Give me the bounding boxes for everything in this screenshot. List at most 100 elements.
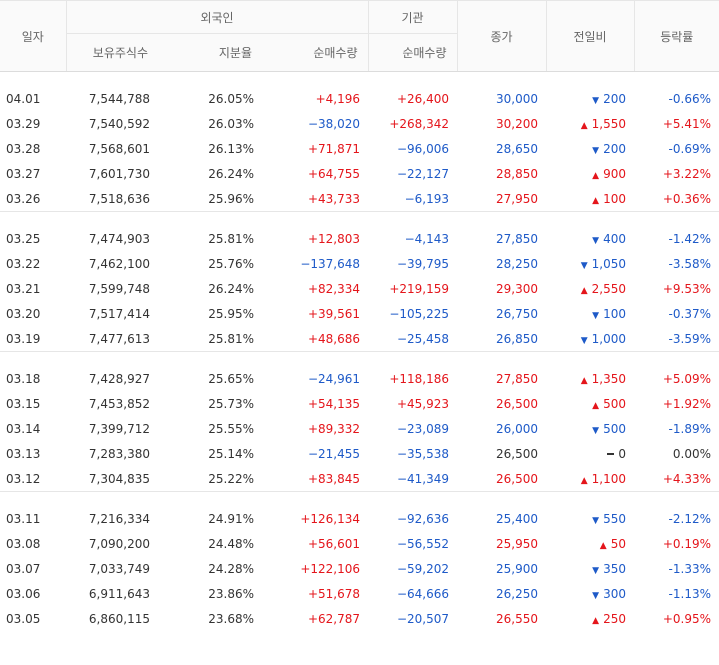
header-ratio: 지분율	[158, 33, 262, 72]
table-body: 04.01 7,544,788 26.05% +4,196 +26,400 30,000 ▼…	[0, 72, 719, 632]
foreign-net-cell: +64,755	[307, 166, 360, 181]
table-row: 03.22 7,462,100 25.76% −137,648 −39,795 28,25…	[0, 251, 719, 276]
change-cell: ▼ 350	[546, 556, 634, 581]
close-price-cell: 29,300	[496, 281, 538, 296]
close-price-cell: 26,000	[496, 421, 538, 436]
institution-net-cell: +118,186	[389, 371, 449, 386]
foreign-net-cell: +51,678	[307, 586, 360, 601]
down-arrow-icon: ▼	[592, 145, 600, 156]
ratio-cell: 25.73%	[208, 396, 254, 411]
up-arrow-icon: ▲	[599, 540, 607, 551]
holdings-cell: 7,090,200	[88, 536, 150, 551]
table-row: 03.11 7,216,334 24.91% +126,134 −92,636 25,40…	[0, 506, 719, 531]
rate-cell: +0.19%	[662, 536, 711, 551]
close-price-cell: 26,250	[496, 586, 538, 601]
foreign-net-cell: +83,845	[307, 471, 360, 486]
close-price-cell: 26,750	[496, 306, 538, 321]
holdings-cell: 7,033,749	[88, 561, 150, 576]
table-row: 03.19 7,477,613 25.81% +48,686 −25,458 26,850…	[0, 326, 719, 352]
close-price-cell: 27,850	[496, 371, 538, 386]
close-price-cell: 28,250	[496, 256, 538, 271]
ratio-cell: 25.22%	[208, 471, 254, 486]
date-cell: 03.11	[6, 511, 41, 526]
close-price-cell: 26,500	[496, 471, 538, 486]
change-cell: ▼ 300	[546, 581, 634, 606]
change-cell: ▼ 200	[546, 136, 634, 161]
table-row: 03.29 7,540,592 26.03% −38,020 +268,342 30,20…	[0, 111, 719, 136]
rate-cell: +9.53%	[662, 281, 711, 296]
holdings-cell: 7,216,334	[88, 511, 150, 526]
ratio-cell: 26.24%	[208, 281, 254, 296]
rate-cell: -0.66%	[668, 91, 711, 106]
ratio-cell: 26.24%	[208, 166, 254, 181]
institution-net-cell: +219,159	[389, 281, 449, 296]
change-cell: 0	[546, 441, 634, 466]
date-cell: 03.14	[6, 421, 41, 436]
ratio-cell: 24.28%	[208, 561, 254, 576]
down-arrow-icon: ▼	[592, 565, 600, 576]
change-value: 100	[603, 191, 626, 206]
foreign-net-cell: +39,561	[307, 306, 360, 321]
change-cell: ▲ 1,350	[546, 366, 634, 391]
foreign-net-cell: −24,961	[307, 371, 360, 386]
institution-net-cell: −41,349	[396, 471, 449, 486]
rate-cell: +5.41%	[662, 116, 711, 131]
ratio-cell: 24.91%	[208, 511, 254, 526]
holdings-cell: 7,453,852	[88, 396, 150, 411]
close-price-cell: 26,550	[496, 611, 538, 626]
institution-net-cell: +45,923	[396, 396, 449, 411]
down-arrow-icon: ▼	[592, 235, 600, 246]
holdings-cell: 7,474,903	[88, 231, 150, 246]
ratio-cell: 25.95%	[208, 306, 254, 321]
rate-cell: 0.00%	[672, 446, 711, 461]
date-cell: 03.22	[6, 256, 41, 271]
change-cell: ▼ 1,000	[546, 326, 634, 352]
table-row: 03.18 7,428,927 25.65% −24,961 +118,186 27,85…	[0, 366, 719, 391]
change-value: 50	[610, 536, 626, 551]
close-price-cell: 27,850	[496, 231, 538, 246]
close-price-cell: 26,850	[496, 331, 538, 346]
group-separator	[0, 351, 719, 366]
change-value: 400	[603, 231, 626, 246]
table-row: 03.25 7,474,903 25.81% +12,803 −4,143 27,850 ▼…	[0, 226, 719, 251]
down-arrow-icon: ▼	[592, 310, 600, 321]
date-cell: 03.29	[6, 116, 41, 131]
institution-net-cell: −105,225	[389, 306, 449, 321]
up-arrow-icon: ▲	[592, 195, 600, 206]
rate-cell: -3.58%	[668, 256, 711, 271]
change-cell: ▲ 1,100	[546, 466, 634, 492]
close-price-cell: 30,000	[496, 91, 538, 106]
change-cell: ▲ 100	[546, 186, 634, 212]
institution-net-cell: +26,400	[396, 91, 449, 106]
foreign-net-cell: +122,106	[300, 561, 360, 576]
header-change: 전일비	[546, 0, 635, 72]
foreign-net-cell: +82,334	[307, 281, 360, 296]
change-value: 250	[603, 611, 626, 626]
rate-cell: -3.59%	[668, 331, 711, 346]
rate-cell: -2.12%	[668, 511, 711, 526]
institution-net-cell: −56,552	[396, 536, 449, 551]
holdings-cell: 7,283,380	[88, 446, 150, 461]
change-cell: ▲ 500	[546, 391, 634, 416]
table-row: 03.26 7,518,636 25.96% +43,733 −6,193 27,950 ▲…	[0, 186, 719, 212]
foreign-net-cell: +89,332	[307, 421, 360, 436]
ratio-cell: 26.05%	[208, 91, 254, 106]
foreign-net-cell: −137,648	[300, 256, 360, 271]
date-cell: 03.21	[6, 281, 41, 296]
date-cell: 03.12	[6, 471, 41, 486]
institution-net-cell: −96,006	[396, 141, 449, 156]
group-separator	[0, 211, 719, 226]
up-arrow-icon: ▲	[580, 285, 588, 296]
date-cell: 03.05	[6, 611, 41, 626]
holdings-cell: 7,544,788	[88, 91, 150, 106]
date-cell: 03.15	[6, 396, 41, 411]
date-cell: 03.19	[6, 331, 41, 346]
header-rate: 등락률	[634, 0, 719, 72]
change-value: 1,050	[591, 256, 626, 271]
date-cell: 03.25	[6, 231, 41, 246]
down-arrow-icon: ▼	[580, 335, 588, 346]
header-holdings: 보유주식수	[66, 33, 158, 72]
ratio-cell: 25.81%	[208, 331, 254, 346]
group-separator-cell	[0, 72, 719, 87]
rate-cell: -1.13%	[668, 586, 711, 601]
